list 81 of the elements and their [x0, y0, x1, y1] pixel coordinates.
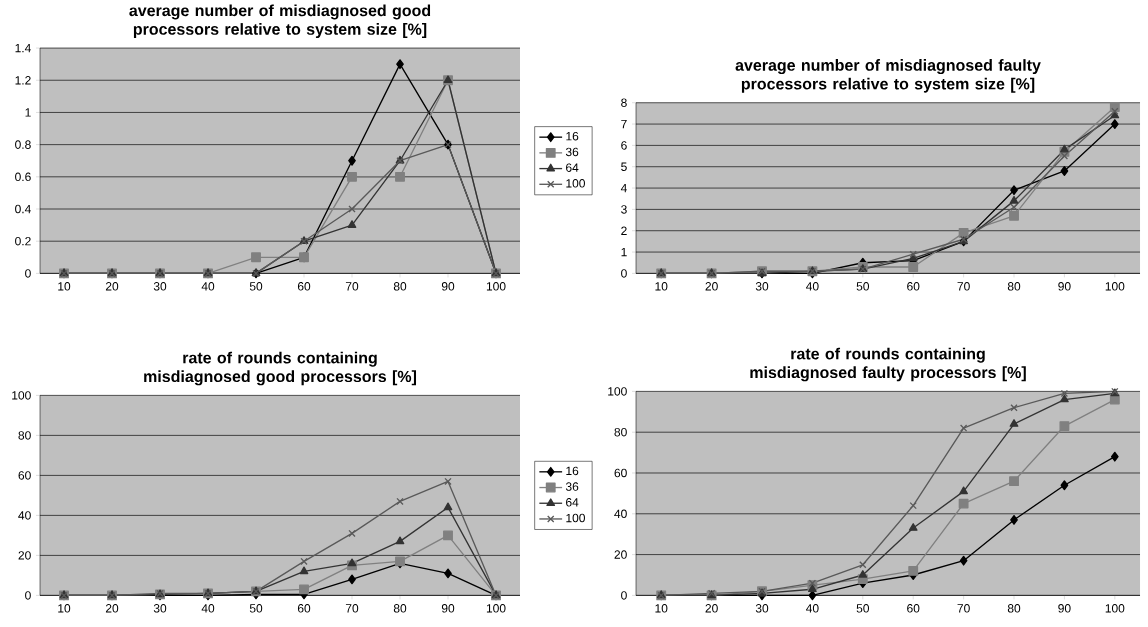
y-tick-label: 0	[621, 590, 627, 600]
legend-label: 64	[566, 497, 579, 507]
y-tick-label: 0.4	[15, 204, 31, 214]
x-tick-label: 40	[806, 281, 819, 291]
chart-title: average number of misdiagnosed faulty processors relative to system size [%]	[735, 58, 1041, 93]
y-tick-label: 40	[18, 510, 31, 520]
x-tick-label: 10	[655, 281, 668, 291]
y-tick-label: 4	[620, 183, 627, 192]
x-tick-label: 30	[755, 281, 769, 291]
y-tick-label: 0	[621, 268, 627, 278]
x-tick-label: 100	[486, 281, 506, 291]
x-tick-label: 40	[201, 603, 215, 613]
chart-title: rate of rounds containing misdiagnosed good processors [%]	[144, 351, 417, 386]
x-tick-label: 100	[1105, 603, 1125, 613]
x-tick-label: 50	[856, 603, 870, 613]
x-tick-label: 70	[957, 281, 970, 291]
legend-label: 64	[566, 163, 579, 172]
y-tick-label: 0.2	[15, 236, 31, 246]
x-tick-label: 60	[297, 603, 311, 613]
y-tick-label: 60	[614, 468, 627, 478]
y-tick-label: 1	[621, 247, 627, 256]
legend-label: 36	[565, 482, 579, 491]
x-tick-label: 90	[1058, 603, 1071, 613]
x-tick-label: 80	[1007, 603, 1021, 613]
y-tick-label: 20	[18, 550, 31, 560]
x-tick-label: 70	[345, 281, 359, 291]
x-tick-label: 20	[105, 281, 119, 291]
x-tick-label: 30	[153, 281, 167, 291]
legend-label: 100	[566, 178, 585, 188]
x-tick-label: 50	[249, 281, 263, 291]
x-tick-label: 80	[393, 281, 407, 291]
x-tick-label: 20	[705, 603, 718, 613]
legend-label: 16	[566, 466, 579, 475]
y-tick-label: 60	[18, 470, 31, 480]
x-tick-label: 20	[105, 603, 119, 613]
y-tick-label: 40	[614, 509, 627, 518]
x-tick-label: 10	[58, 281, 71, 291]
legend-label: 16	[566, 131, 579, 141]
y-tick-label: 0.6	[15, 172, 31, 181]
y-tick-label: 0	[25, 268, 31, 278]
x-tick-label: 10	[655, 603, 668, 613]
x-tick-label: 80	[1007, 281, 1021, 291]
y-tick-label: 8	[621, 98, 627, 107]
y-tick-label: 20	[614, 550, 627, 559]
x-tick-label: 50	[249, 603, 263, 613]
y-tick-label: 80	[18, 430, 31, 440]
x-tick-label: 90	[441, 603, 455, 613]
legend-label: 36	[565, 147, 579, 156]
y-tick-label: 0	[25, 590, 31, 600]
x-tick-label: 80	[393, 603, 407, 613]
x-tick-label: 10	[58, 603, 71, 613]
legend-label: 100	[566, 513, 585, 523]
x-tick-label: 100	[486, 603, 506, 613]
x-tick-label: 30	[153, 603, 167, 613]
y-tick-label: 7	[621, 119, 627, 129]
y-tick-label: 5	[621, 162, 627, 171]
x-tick-label: 60	[297, 281, 311, 291]
y-tick-label: 100	[608, 386, 627, 396]
y-tick-label: 2	[621, 226, 627, 235]
x-tick-label: 20	[705, 281, 718, 291]
x-tick-label: 60	[907, 281, 920, 291]
y-tick-label: 6	[621, 140, 627, 150]
x-tick-label: 90	[441, 281, 455, 291]
y-tick-label: 1.2	[15, 75, 31, 85]
x-tick-label: 40	[806, 603, 819, 613]
y-tick-label: 0.8	[15, 140, 31, 149]
x-tick-label: 60	[907, 603, 920, 613]
x-tick-label: 70	[957, 603, 970, 613]
y-tick-label: 3	[621, 204, 627, 214]
x-tick-label: 70	[345, 603, 359, 613]
chart-title: rate of rounds containing misdiagnosed faulty processors [%]	[750, 347, 1026, 382]
y-tick-label: 1	[25, 108, 31, 117]
x-tick-label: 50	[856, 281, 870, 291]
y-tick-label: 100	[12, 390, 31, 400]
x-tick-label: 100	[1105, 281, 1125, 291]
x-tick-label: 30	[755, 603, 769, 613]
chart-title: average number of misdiagnosed good processors relative to system size [%]	[129, 4, 431, 38]
y-tick-label: 1.4	[15, 43, 31, 52]
x-tick-label: 90	[1058, 281, 1071, 291]
x-tick-label: 40	[201, 281, 215, 291]
y-tick-label: 80	[614, 427, 627, 437]
